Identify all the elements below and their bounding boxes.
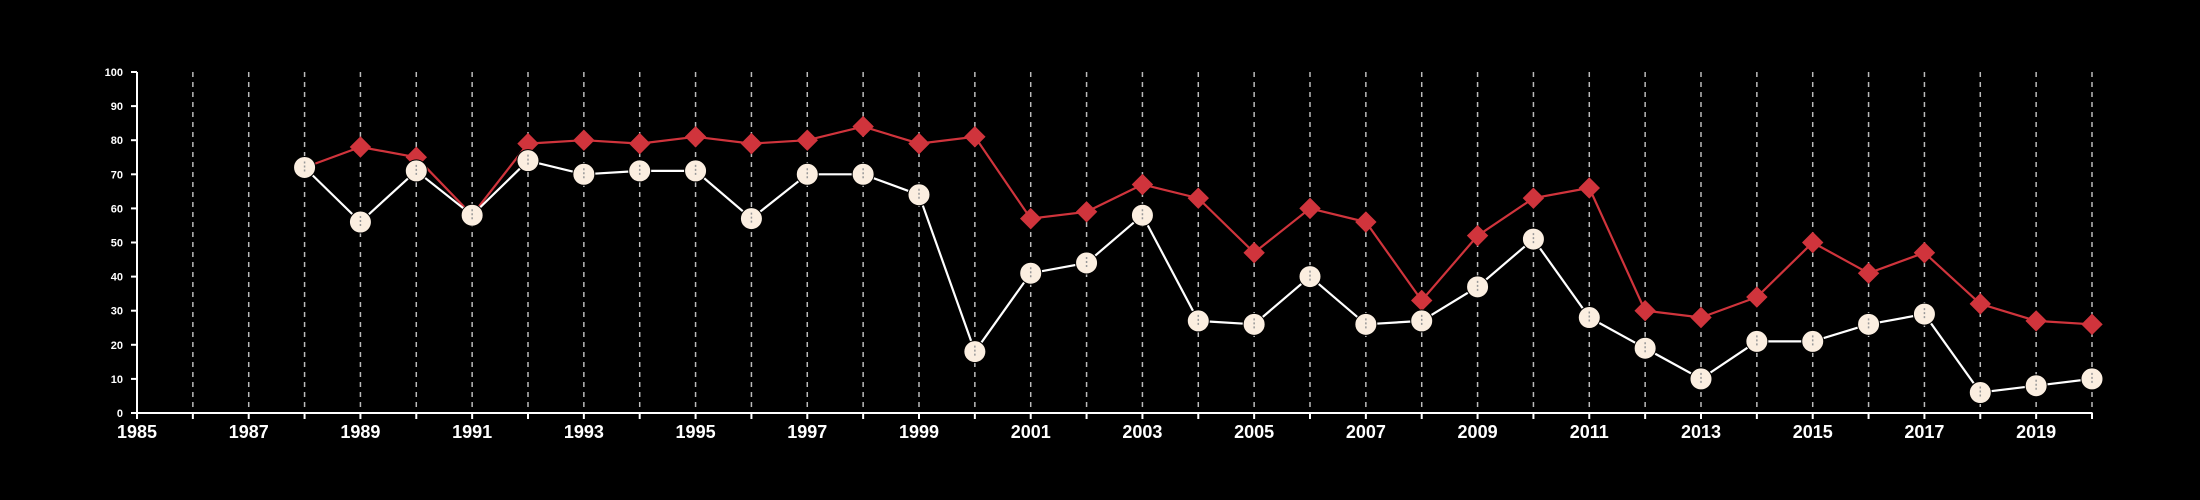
- point-diamond-1999: [908, 132, 930, 155]
- point-diamond-2004: [1187, 187, 1209, 209]
- x-tick-label-2013: 2013: [1681, 422, 1721, 442]
- y-tick-label-60: 60: [111, 203, 123, 215]
- x-tick-label-2019: 2019: [2016, 422, 2056, 442]
- point-circle-1998: [851, 162, 875, 186]
- x-tick-label-2003: 2003: [1122, 422, 1162, 442]
- point-circle-1990: [404, 159, 428, 183]
- x-tick-label-2001: 2001: [1011, 422, 1051, 442]
- point-circle-2016: [1857, 312, 1881, 336]
- y-tick-label-20: 20: [111, 340, 123, 352]
- y-tick-label-30: 30: [111, 306, 123, 318]
- point-diamond-1995: [684, 126, 707, 148]
- x-tick-label-2007: 2007: [1346, 422, 1386, 442]
- point-circle-1996: [739, 207, 763, 231]
- x-tick-label-1987: 1987: [229, 422, 269, 442]
- point-diamond-2006: [1299, 197, 1321, 220]
- point-circle-1989: [348, 210, 372, 234]
- point-diamond-2011: [1578, 177, 1600, 199]
- point-circle-2004: [1186, 309, 1210, 333]
- point-diamond-1997: [796, 129, 818, 151]
- grid-lines: [192, 72, 2093, 413]
- point-diamond-2009: [1466, 224, 1489, 247]
- point-circle-2015: [1801, 329, 1825, 353]
- y-tick-label-100: 100: [105, 67, 123, 79]
- point-diamond-2014: [1746, 286, 1768, 308]
- series-2-circle: [293, 149, 2104, 405]
- point-circle-2003: [1130, 203, 1154, 227]
- x-tick-label-2015: 2015: [1793, 422, 1833, 442]
- point-diamond-1993: [573, 129, 595, 151]
- series-group: [293, 115, 2104, 405]
- x-tick-label-2009: 2009: [1458, 422, 1498, 442]
- y-tick-label-80: 80: [111, 135, 123, 147]
- point-diamond-2013: [1690, 306, 1712, 329]
- point-circle-2019: [2024, 374, 2048, 398]
- point-circle-1991: [460, 203, 484, 227]
- point-diamond-2018: [1969, 293, 1991, 315]
- y-tick-label-50: 50: [111, 238, 123, 250]
- y-tick-label-90: 90: [111, 101, 123, 113]
- point-diamond-2019: [2025, 310, 2047, 332]
- point-circle-2017: [1912, 302, 1936, 326]
- x-tick-label-2011: 2011: [1570, 422, 1609, 442]
- point-diamond-2020: [2081, 313, 2103, 336]
- point-diamond-1989: [349, 136, 372, 158]
- y-tick-label-40: 40: [111, 272, 123, 284]
- point-circle-1997: [795, 162, 819, 186]
- point-circle-2006: [1298, 265, 1322, 289]
- point-circle-2020: [2080, 367, 2104, 391]
- point-circle-2010: [1521, 227, 1545, 251]
- point-diamond-2017: [1913, 242, 1936, 264]
- point-circle-1993: [572, 162, 596, 186]
- y-tick-label-70: 70: [111, 169, 123, 181]
- x-tick-label-1991: 1991: [452, 422, 492, 442]
- x-tick-label-1989: 1989: [340, 422, 380, 442]
- point-circle-1992: [516, 149, 540, 173]
- point-diamond-2002: [1075, 201, 1098, 223]
- point-circle-1994: [628, 159, 652, 183]
- point-circle-2009: [1466, 275, 1490, 299]
- x-tick-label-2017: 2017: [1904, 422, 1944, 442]
- point-circle-1995: [684, 159, 708, 183]
- point-diamond-2012: [1634, 299, 1656, 322]
- point-circle-2014: [1745, 329, 1769, 353]
- point-circle-2011: [1577, 306, 1601, 330]
- point-circle-2018: [1968, 381, 1992, 405]
- point-diamond-1998: [852, 115, 874, 138]
- point-circle-2000: [963, 340, 987, 364]
- point-circle-2012: [1633, 336, 1657, 360]
- point-diamond-2015: [1802, 231, 1824, 254]
- x-tick-label-2005: 2005: [1234, 422, 1274, 442]
- point-circle-2001: [1019, 261, 1043, 285]
- point-diamond-2016: [1857, 262, 1880, 284]
- point-circle-2005: [1242, 312, 1266, 336]
- x-tick-label-1997: 1997: [787, 422, 827, 442]
- x-tick-label-1999: 1999: [899, 422, 939, 442]
- point-diamond-1996: [740, 132, 763, 155]
- x-tick-label-1993: 1993: [564, 422, 604, 442]
- series-1-diamond: [293, 115, 2103, 336]
- point-circle-2007: [1354, 312, 1378, 336]
- y-tick-label-10: 10: [111, 374, 123, 386]
- x-tick-label-1985: 1985: [117, 422, 157, 442]
- point-diamond-2001: [1020, 207, 1042, 230]
- x-tick-label-1995: 1995: [676, 422, 716, 442]
- point-circle-2008: [1410, 309, 1434, 333]
- point-circle-1999: [907, 183, 931, 207]
- point-diamond-2000: [964, 126, 986, 148]
- point-circle-2013: [1689, 367, 1713, 391]
- point-circle-1988: [293, 155, 317, 179]
- point-circle-2002: [1075, 251, 1099, 275]
- point-diamond-2010: [1522, 187, 1545, 209]
- point-diamond-2007: [1355, 211, 1377, 233]
- point-diamond-1994: [629, 132, 651, 155]
- axes: 1985 1987 1989 1991 1993 1995 1997 1999 2001 2003…: [105, 67, 2093, 442]
- point-diamond-2003: [1131, 173, 1154, 196]
- point-diamond-2005: [1243, 242, 1265, 264]
- y-tick-label-0: 0: [117, 408, 123, 420]
